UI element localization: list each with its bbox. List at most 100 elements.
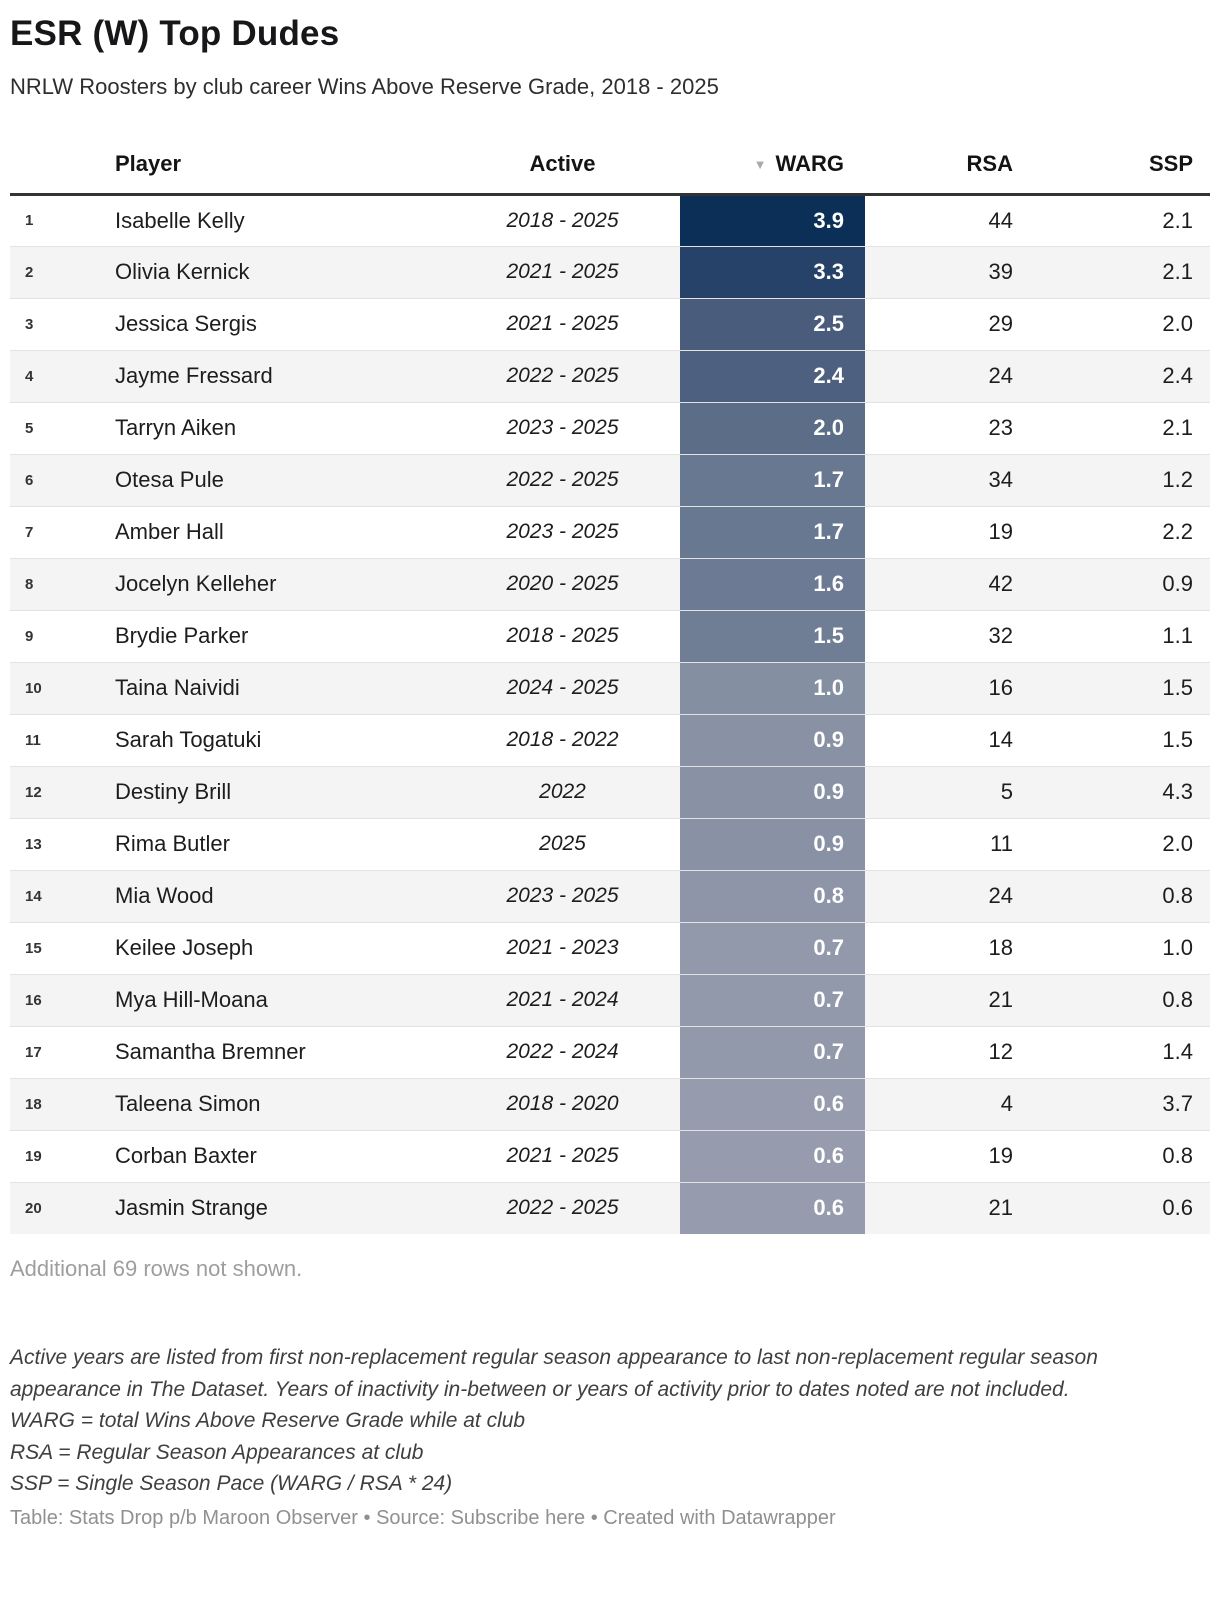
rsa-cell: 14 [865,713,1020,766]
table-row: 13 Rima Butler 2025 0.9 11 2.0 [10,817,1210,870]
warg-cell: 0.8 [680,869,865,922]
footer-bullet-1: • [363,1506,371,1529]
rsa-cell: 39 [865,245,1020,298]
rank-cell: 8 [10,557,115,610]
column-header-ssp-label: SSP [1148,151,1193,177]
active-cell: 2023 - 2025 [445,401,680,454]
ssp-cell: 0.6 [1020,1181,1210,1234]
rank-cell: 9 [10,609,115,662]
datawrapper-table-widget: ESR (W) Top Dudes NRLW Roosters by club … [10,14,1210,1530]
ssp-cell: 2.1 [1162,207,1193,233]
page-subtitle: NRLW Roosters by club career Wins Above … [10,74,719,99]
warg-cell: 0.7 [680,1025,865,1078]
warg-cell: 1.5 [680,609,865,662]
player-cell: Sarah Togatuki [115,713,445,766]
footer-datawrapper-link[interactable]: Datawrapper [721,1506,836,1529]
rsa-cell: 34 [865,453,1020,506]
column-header-active[interactable]: Active [445,136,680,196]
player-cell: Brydie Parker [115,609,445,662]
ssp-cell: 2.1 [1020,401,1210,454]
column-header-warg[interactable]: ▼ WARG [680,136,865,196]
rank-cell: 11 [10,713,115,766]
warg-cell: 1.7 [680,453,865,506]
table-row: 5 Tarryn Aiken 2023 - 2025 2.0 23 2.1 [10,401,1210,454]
rsa-cell: 21 [865,973,1020,1026]
player-cell: Samantha Bremner [115,1025,445,1078]
rsa-cell: 29 [865,297,1020,350]
rank-cell: 16 [10,973,115,1026]
column-header-rsa-label: RSA [966,151,1013,177]
player-cell: Otesa Pule [115,453,445,506]
rsa-cell: 32 [865,609,1020,662]
additional-rows-note: Additional 69 rows not shown. [10,1256,303,1281]
ssp-cell: 2.1 [1020,245,1210,298]
rsa-cell: 5 [865,765,1020,818]
footer-table-credit: Table: Stats Drop p/b Maroon Observer [10,1506,358,1529]
page-title: ESR (W) Top Dudes [10,14,340,53]
ssp-cell: 4.3 [1020,765,1210,818]
active-cell: 2023 - 2025 [445,869,680,922]
table-row: 15 Keilee Joseph 2021 - 2023 0.7 18 1.0 [10,921,1210,974]
active-cell: 2025 [445,817,680,870]
table-footer: Table: Stats Drop p/b Maroon Observer • … [10,1507,1210,1530]
stats-table: Player Active ▼ WARG RSA SSP 1 Isabelle K… [10,136,1210,1234]
ssp-cell: 1.4 [1020,1025,1210,1078]
column-header-rsa[interactable]: RSA [865,136,1020,196]
table-row: 19 Corban Baxter 2021 - 2025 0.6 19 0.8 [10,1129,1210,1182]
table-row: 1 Isabelle Kelly 2018 - 2025 3.9 44 2.1 [10,194,1210,246]
table-header: Player Active ▼ WARG RSA SSP [10,136,1210,196]
rank-cell: 10 [10,661,115,714]
active-cell: 2022 - 2025 [445,453,680,506]
table-body: 1 Isabelle Kelly 2018 - 2025 3.9 44 2.1 … [10,194,1210,1234]
table-row: 3 Jessica Sergis 2021 - 2025 2.5 29 2.0 [10,297,1210,350]
active-cell: 2022 - 2025 [445,349,680,402]
ssp-cell: 1.2 [1020,453,1210,506]
ssp-cell: 1.0 [1020,921,1210,974]
table-row: 12 Destiny Brill 2022 0.9 5 4.3 [10,765,1210,818]
player-cell: Taleena Simon [115,1077,445,1130]
table-row: 18 Taleena Simon 2018 - 2020 0.6 4 3.7 [10,1077,1210,1130]
ssp-cell: 0.9 [1020,557,1210,610]
column-header-player[interactable]: Player [115,136,445,196]
column-header-ssp[interactable]: SSP [1020,136,1210,196]
active-cell: 2021 - 2025 [445,1129,680,1182]
rsa-cell: 19 [865,505,1020,558]
rank-cell: 19 [10,1129,115,1182]
warg-cell: 0.7 [680,973,865,1026]
player-cell: Keilee Joseph [115,921,445,974]
active-cell: 2024 - 2025 [445,661,680,714]
player-cell: Taina Naividi [115,661,445,714]
player-cell: Tarryn Aiken [115,401,445,454]
rsa-cell: 11 [865,817,1020,870]
rank-cell: 7 [10,505,115,558]
table-row: 14 Mia Wood 2023 - 2025 0.8 24 0.8 [10,869,1210,922]
ssp-cell: 1.5 [1020,661,1210,714]
active-cell: 2021 - 2023 [445,921,680,974]
table-row: 4 Jayme Fressard 2022 - 2025 2.4 24 2.4 [10,349,1210,402]
ssp-cell: 1.5 [1020,713,1210,766]
warg-cell: 3.9 [680,194,865,246]
sort-desc-icon: ▼ [753,157,767,173]
warg-cell: 2.0 [680,401,865,454]
table-row: 2 Olivia Kernick 2021 - 2025 3.3 39 2.1 [10,245,1210,298]
rank-cell: 6 [10,453,115,506]
active-cell: 2018 - 2025 [506,208,619,232]
rank-cell: 18 [10,1077,115,1130]
rsa-cell: 24 [865,869,1020,922]
footer-source-link[interactable]: Subscribe here [450,1506,586,1529]
rsa-cell: 42 [865,557,1020,610]
ssp-cell: 2.4 [1020,349,1210,402]
active-cell: 2021 - 2025 [445,297,680,350]
header-row: Player Active ▼ WARG RSA SSP [10,136,1210,196]
rsa-cell: 21 [865,1181,1020,1234]
active-cell: 2021 - 2025 [445,245,680,298]
rank-cell: 3 [10,297,115,350]
footer-source-label: Source: [376,1506,446,1529]
rsa-cell: 19 [865,1129,1020,1182]
player-cell: Jessica Sergis [115,297,445,350]
player-cell: Destiny Brill [115,765,445,818]
warg-cell: 2.5 [680,297,865,350]
rank-cell: 17 [10,1025,115,1078]
rank-cell: 4 [10,349,115,402]
active-cell: 2018 - 2025 [445,609,680,662]
